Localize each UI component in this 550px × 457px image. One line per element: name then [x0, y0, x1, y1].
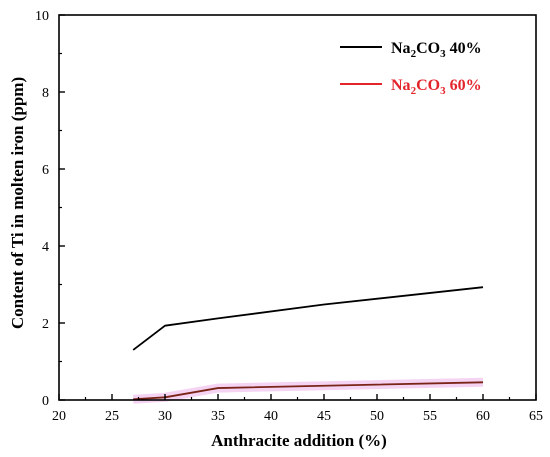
series-line-2 — [133, 381, 484, 401]
y-axis-title: Content of Ti in molten iron (ppm) — [8, 77, 27, 329]
legend-label-1: Na2CO3 40% — [391, 40, 482, 60]
x-axis-title: Anthracite addition (%) — [211, 431, 387, 450]
legend: Na2CO3 40% Na2CO3 60% — [340, 40, 482, 97]
axes-layer: 20 25 30 35 40 45 50 55 60 65 0 2 4 6 8 10 — [35, 9, 543, 424]
x-tick-label: 55 — [423, 409, 437, 424]
y-tick-label: 2 — [42, 317, 49, 332]
x-tick-label: 65 — [529, 409, 543, 424]
x-tick-label: 45 — [317, 409, 331, 424]
y-tick-label: 6 — [42, 163, 49, 178]
y-tick-label: 10 — [35, 9, 49, 24]
x-tick-label: 50 — [370, 409, 384, 424]
x-tick-label: 25 — [105, 409, 119, 424]
x-tick-label: 40 — [264, 409, 278, 424]
y-tick-label: 4 — [42, 240, 49, 255]
x-tick-label: 35 — [211, 409, 225, 424]
x-tick-label: 60 — [476, 409, 490, 424]
series-line-1 — [132, 286, 484, 351]
legend-label-2: Na2CO3 60% — [391, 77, 482, 97]
series-layer — [132, 286, 484, 404]
y-tick-label: 0 — [42, 394, 49, 409]
x-tick-label: 30 — [158, 409, 172, 424]
y-tick-label: 8 — [42, 86, 49, 101]
x-tick-label: 20 — [52, 409, 66, 424]
plot-frame — [58, 14, 537, 401]
